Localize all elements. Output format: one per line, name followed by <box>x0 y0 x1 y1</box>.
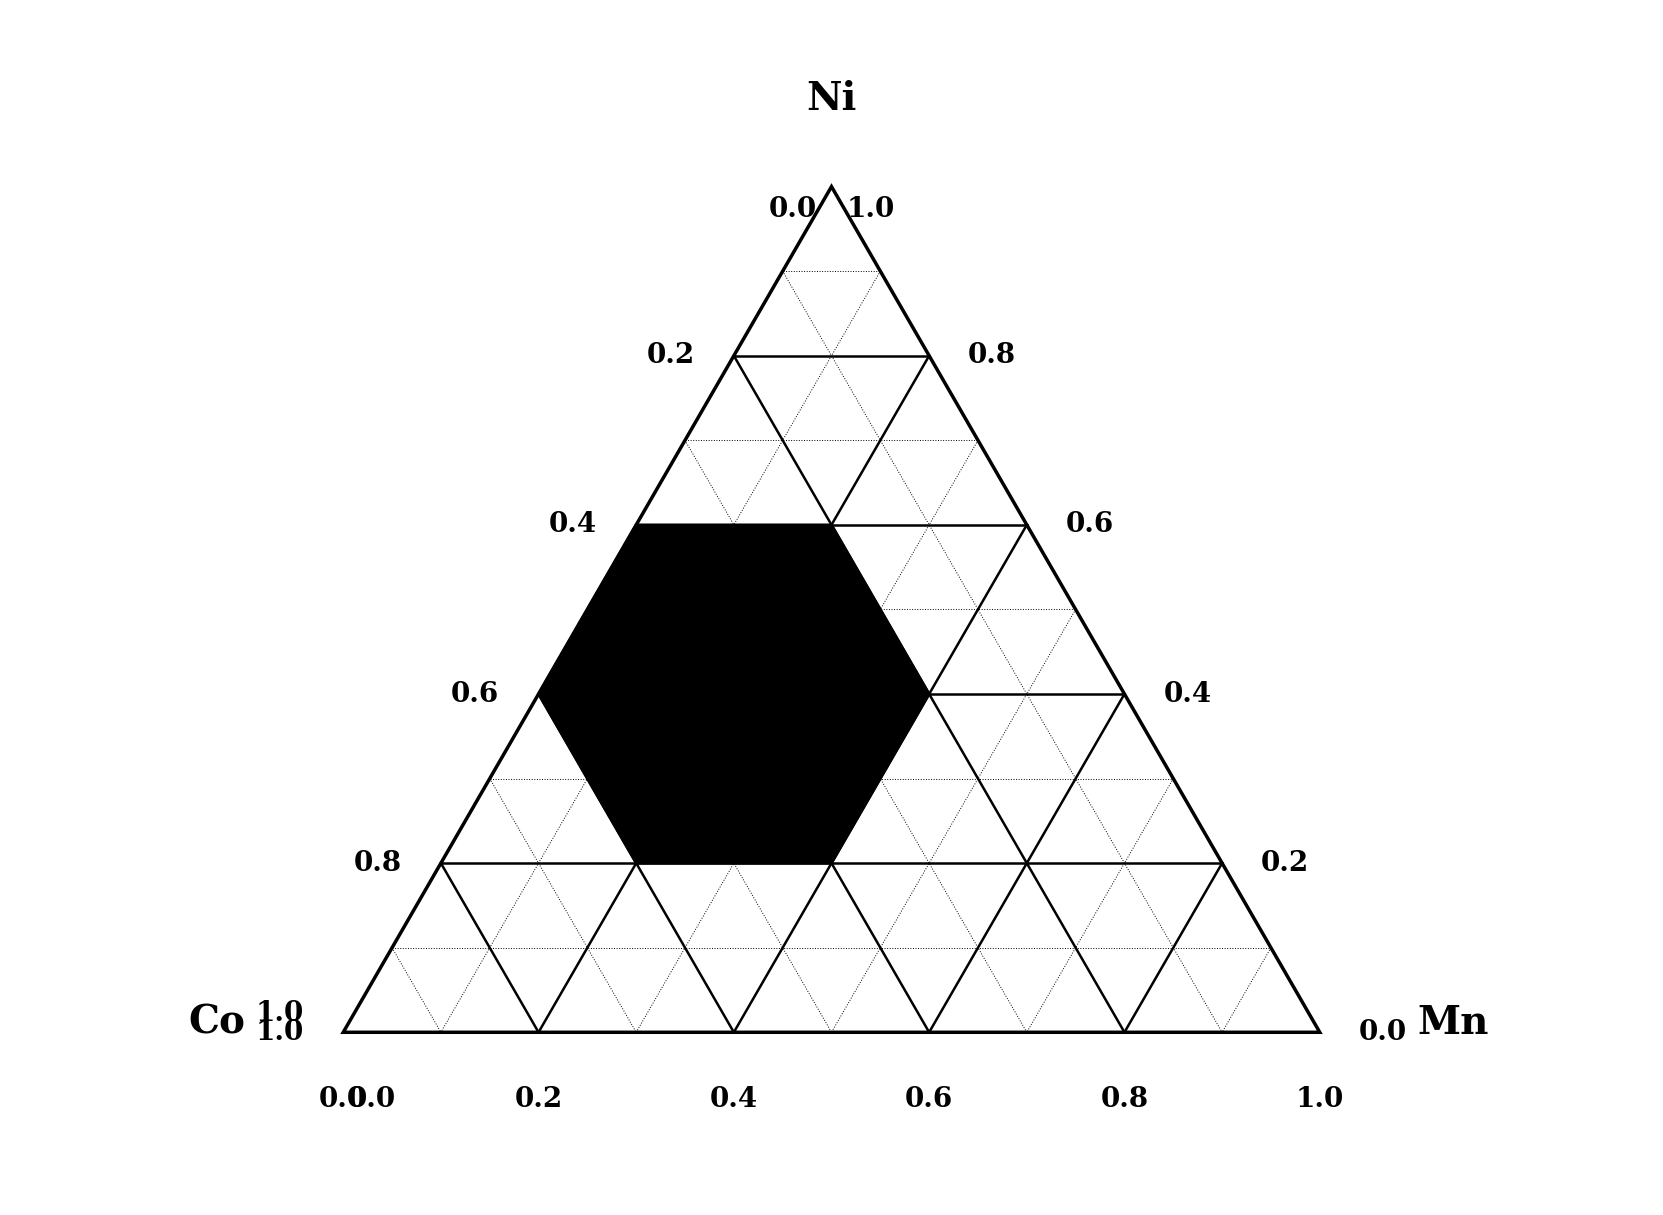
Text: 0.0: 0.0 <box>768 197 817 224</box>
Text: 0.4: 0.4 <box>549 512 597 538</box>
Text: 0.6: 0.6 <box>1066 512 1114 538</box>
Text: 0.2: 0.2 <box>514 1086 562 1113</box>
Text: 0.0: 0.0 <box>348 1086 396 1113</box>
Text: 0.8: 0.8 <box>1101 1086 1149 1113</box>
Text: Co: Co <box>188 1004 246 1041</box>
Text: 0.2: 0.2 <box>647 343 695 369</box>
Text: 0.8: 0.8 <box>968 343 1016 369</box>
Text: 1.0: 1.0 <box>256 1019 304 1046</box>
Text: 0.4: 0.4 <box>710 1086 758 1113</box>
Polygon shape <box>539 525 930 863</box>
Text: 1.0: 1.0 <box>846 197 895 224</box>
Text: 0.6: 0.6 <box>905 1086 953 1113</box>
Text: 1.0: 1.0 <box>256 1000 304 1028</box>
Text: 0.6: 0.6 <box>451 680 499 707</box>
Text: 0.2: 0.2 <box>1261 849 1309 877</box>
Text: 0.0: 0.0 <box>319 1086 368 1113</box>
Text: 0.4: 0.4 <box>1164 680 1212 707</box>
Text: Ni: Ni <box>807 80 856 118</box>
Text: Mn: Mn <box>1417 1004 1488 1041</box>
Text: 1.0: 1.0 <box>1295 1086 1344 1113</box>
Text: 0.8: 0.8 <box>354 849 402 877</box>
Text: 0.0: 0.0 <box>1359 1019 1407 1046</box>
